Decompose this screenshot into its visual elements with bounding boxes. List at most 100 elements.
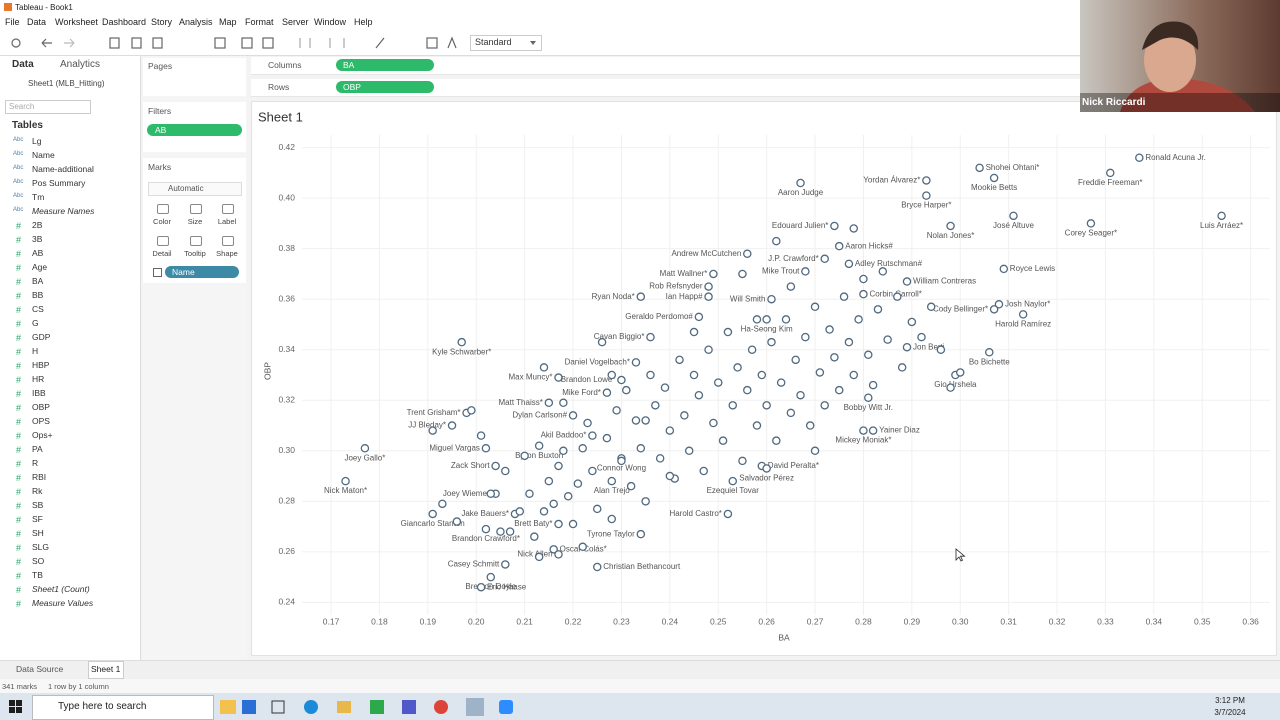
mark-button-icon[interactable] bbox=[157, 236, 169, 246]
field-name[interactable]: CS bbox=[32, 304, 44, 314]
field-name[interactable]: G bbox=[32, 318, 39, 328]
sheet-tab-text[interactable]: Sheet 1 bbox=[91, 664, 121, 674]
field-name[interactable]: BB bbox=[32, 290, 44, 300]
sheet-tab[interactable] bbox=[88, 661, 124, 679]
data-point bbox=[767, 337, 776, 347]
field-name[interactable]: Measure Values bbox=[32, 598, 94, 608]
data-point bbox=[791, 355, 800, 365]
columns-pill[interactable] bbox=[336, 59, 434, 71]
mark-type-dropdown[interactable] bbox=[148, 182, 242, 196]
analytics-tab[interactable]: Analytics bbox=[60, 59, 101, 70]
data-point bbox=[559, 446, 568, 456]
data-point bbox=[868, 380, 878, 390]
clock-time: 3:12 PM bbox=[1215, 696, 1245, 705]
menu-item[interactable]: Map bbox=[219, 17, 237, 27]
mark-button-label[interactable]: Tooltip bbox=[184, 249, 206, 258]
field-name[interactable]: 3B bbox=[32, 234, 43, 244]
field-name[interactable]: SLG bbox=[32, 542, 50, 552]
mark-button-icon[interactable] bbox=[222, 236, 234, 246]
field-name[interactable]: Lg bbox=[32, 136, 42, 146]
mark-button-icon[interactable] bbox=[190, 236, 202, 246]
field-name[interactable]: SB bbox=[32, 500, 44, 510]
data-source-name[interactable]: Sheet1 (MLB_Hitting) bbox=[28, 79, 105, 88]
field-name[interactable]: SF bbox=[32, 514, 43, 524]
data-source-tab[interactable]: Data Source bbox=[16, 664, 64, 674]
data-point bbox=[922, 176, 931, 185]
field-name[interactable]: PA bbox=[32, 444, 43, 454]
field-name[interactable]: H bbox=[32, 346, 39, 356]
field-name[interactable]: HBP bbox=[32, 360, 50, 370]
field-name[interactable]: Name bbox=[32, 150, 55, 160]
data-tab[interactable]: Data bbox=[12, 59, 34, 70]
field-name[interactable]: GDP bbox=[32, 332, 51, 342]
data-point bbox=[902, 277, 912, 286]
taskbar-search[interactable] bbox=[32, 695, 214, 720]
field-name[interactable]: BA bbox=[32, 276, 44, 286]
x-tick-label: 0.19 bbox=[420, 616, 437, 626]
field-name[interactable]: R bbox=[32, 458, 39, 468]
field-name[interactable]: Measure Names bbox=[32, 206, 95, 216]
menu-item[interactable]: Format bbox=[245, 17, 274, 27]
field-name[interactable]: IBB bbox=[32, 388, 46, 398]
menu-item[interactable]: Dashboard bbox=[102, 17, 147, 27]
mark-button-icon[interactable] bbox=[190, 204, 202, 214]
mark-button-icon[interactable] bbox=[222, 204, 234, 214]
field-name[interactable]: Pos Summary bbox=[32, 178, 86, 188]
field-name[interactable]: HR bbox=[32, 374, 45, 384]
point-label: Aaron Hicks# bbox=[845, 241, 893, 250]
taskbar-search-text[interactable]: Type here to search bbox=[58, 701, 147, 712]
menu-item[interactable]: Data bbox=[27, 17, 47, 27]
mark-button-label[interactable]: Label bbox=[217, 217, 237, 226]
field-type-icon: # bbox=[16, 445, 22, 455]
field-name[interactable]: OPS bbox=[32, 416, 50, 426]
data-point bbox=[612, 406, 621, 415]
field-name[interactable]: Rk bbox=[32, 486, 43, 496]
data-point bbox=[544, 476, 554, 486]
point-label: Cody Bellinger* bbox=[933, 304, 988, 313]
mark-button-label[interactable]: Shape bbox=[216, 249, 238, 258]
data-point bbox=[825, 325, 834, 334]
menu-item[interactable]: Help bbox=[354, 17, 373, 27]
data-point bbox=[873, 305, 883, 314]
data-point bbox=[467, 406, 476, 415]
field-name[interactable]: SH bbox=[32, 528, 44, 538]
menu-item[interactable]: Analysis bbox=[179, 17, 213, 27]
field-name[interactable]: TB bbox=[32, 570, 43, 580]
mark-button-label[interactable]: Color bbox=[153, 217, 171, 226]
point-label: Christian Bethancourt bbox=[603, 562, 681, 571]
filter-pill[interactable] bbox=[147, 124, 242, 136]
data-point bbox=[438, 499, 447, 509]
data-point bbox=[738, 456, 747, 466]
start-button[interactable] bbox=[9, 700, 22, 713]
data-point bbox=[1086, 219, 1096, 228]
menu-item[interactable]: File bbox=[5, 17, 20, 27]
field-name[interactable]: OBP bbox=[32, 402, 50, 412]
mark-button-label[interactable]: Detail bbox=[152, 249, 172, 258]
field-name[interactable]: Name-additional bbox=[32, 164, 94, 174]
menu-item[interactable]: Story bbox=[151, 17, 173, 27]
menu-item[interactable]: Server bbox=[282, 17, 309, 27]
field-name[interactable]: 2B bbox=[32, 220, 43, 230]
field-name[interactable]: Sheet1 (Count) bbox=[32, 584, 90, 594]
search-box[interactable] bbox=[5, 100, 91, 114]
field-name[interactable]: Ops+ bbox=[32, 430, 53, 440]
point-label: Geraldo Perdomo# bbox=[625, 312, 693, 321]
point-label: Ronald Acuna Jr. bbox=[1145, 153, 1205, 162]
mark-button-label[interactable]: Size bbox=[187, 217, 203, 226]
rows-pill[interactable] bbox=[336, 81, 434, 93]
field-name[interactable]: SO bbox=[32, 556, 45, 566]
data-point bbox=[955, 368, 965, 377]
menu-item[interactable]: Window bbox=[314, 17, 347, 27]
menu-item[interactable]: Worksheet bbox=[55, 17, 98, 27]
data-point bbox=[525, 489, 534, 498]
status-layout: 1 row by 1 column bbox=[48, 682, 109, 691]
field-name[interactable]: AB bbox=[32, 248, 44, 258]
field-name[interactable]: RBI bbox=[32, 472, 47, 482]
field-name[interactable]: Tm bbox=[32, 192, 45, 202]
fit-dropdown[interactable] bbox=[470, 35, 542, 51]
y-tick-label: 0.32 bbox=[278, 395, 295, 405]
data-point bbox=[830, 221, 839, 231]
name-pill[interactable] bbox=[165, 266, 239, 278]
field-name[interactable]: Age bbox=[32, 262, 48, 272]
mark-button-icon[interactable] bbox=[157, 204, 169, 214]
